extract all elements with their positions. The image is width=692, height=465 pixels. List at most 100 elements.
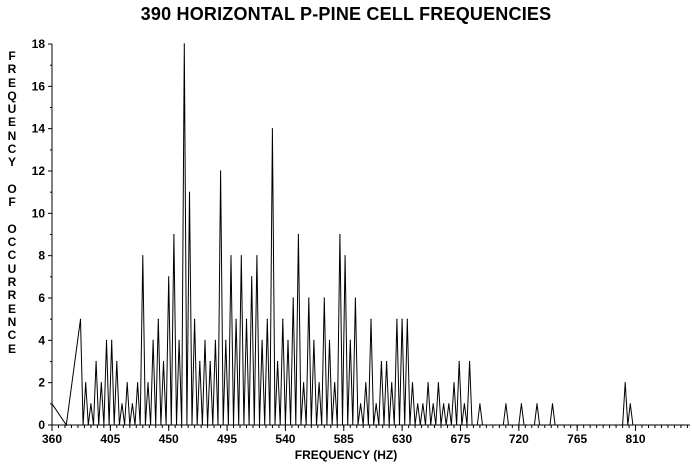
data-point bbox=[520, 403, 523, 405]
data-point bbox=[297, 233, 299, 236]
data-point bbox=[282, 318, 284, 320]
data-point bbox=[463, 403, 465, 405]
data-point bbox=[199, 360, 201, 363]
data-point bbox=[551, 403, 554, 405]
data-point bbox=[365, 382, 367, 384]
data-point bbox=[479, 403, 481, 405]
x-tick-label: 495 bbox=[217, 432, 237, 446]
data-point bbox=[225, 339, 227, 341]
data-point bbox=[526, 424, 528, 426]
data-point bbox=[375, 403, 377, 405]
data-point bbox=[178, 339, 180, 341]
data-point bbox=[380, 360, 382, 363]
data-point bbox=[157, 318, 159, 320]
data-point bbox=[142, 255, 144, 257]
data-point bbox=[432, 403, 434, 405]
data-point bbox=[422, 403, 424, 405]
data-point bbox=[588, 424, 590, 426]
data-point bbox=[634, 424, 637, 426]
x-tick-label: 450 bbox=[159, 432, 179, 446]
data-point bbox=[645, 424, 647, 426]
data-point bbox=[557, 424, 559, 426]
data-point bbox=[598, 424, 600, 426]
data-point bbox=[168, 276, 170, 278]
data-point bbox=[204, 339, 206, 341]
series-marks bbox=[51, 43, 683, 427]
data-point bbox=[194, 318, 196, 320]
data-point bbox=[583, 424, 585, 426]
data-point bbox=[230, 255, 232, 257]
data-point bbox=[411, 382, 414, 384]
data-point bbox=[126, 382, 128, 384]
x-tick-label: 630 bbox=[392, 432, 412, 446]
data-point bbox=[515, 424, 517, 426]
data-point bbox=[137, 382, 139, 384]
x-tick-label: 585 bbox=[334, 432, 354, 446]
y-tick-label: 14 bbox=[32, 122, 46, 136]
y-tick-label: 0 bbox=[38, 418, 45, 432]
x-axis-label: FREQUENCY (HZ) bbox=[294, 448, 398, 462]
y-tick-label: 4 bbox=[38, 333, 45, 347]
data-point bbox=[354, 297, 356, 299]
data-point bbox=[401, 318, 403, 320]
data-point bbox=[131, 403, 133, 405]
data-point bbox=[443, 403, 445, 405]
data-point bbox=[147, 382, 149, 384]
data-point bbox=[266, 318, 268, 320]
data-point bbox=[629, 403, 631, 405]
data-point bbox=[277, 360, 279, 363]
data-point bbox=[360, 403, 362, 405]
data-point bbox=[344, 255, 346, 257]
data-point bbox=[251, 276, 253, 278]
data-point bbox=[536, 403, 538, 405]
data-point bbox=[500, 424, 502, 426]
data-point bbox=[510, 424, 512, 426]
data-point bbox=[105, 339, 108, 341]
data-point bbox=[417, 403, 419, 405]
data-point bbox=[640, 424, 642, 426]
data-point bbox=[303, 382, 305, 384]
x-tick-label: 675 bbox=[450, 432, 470, 446]
data-point bbox=[494, 424, 497, 426]
data-point bbox=[240, 255, 242, 257]
data-point bbox=[562, 424, 564, 426]
chart-title: 390 HORIZONTAL P-PINE CELL FREQUENCIES bbox=[140, 4, 552, 24]
data-point bbox=[671, 424, 673, 426]
data-point bbox=[458, 360, 460, 363]
data-point bbox=[619, 424, 621, 426]
x-tick-label: 360 bbox=[42, 432, 62, 446]
data-point bbox=[214, 339, 216, 341]
y-tick-label: 18 bbox=[32, 37, 46, 51]
y-tick-label: 6 bbox=[38, 291, 45, 305]
data-point bbox=[489, 424, 491, 426]
data-point bbox=[676, 424, 678, 426]
y-tick-label: 16 bbox=[32, 79, 46, 93]
data-point bbox=[541, 424, 543, 426]
data-point bbox=[505, 403, 507, 405]
data-point bbox=[567, 424, 569, 426]
data-point bbox=[235, 318, 237, 320]
data-point bbox=[318, 382, 320, 384]
data-point bbox=[188, 191, 191, 193]
y-tick-label: 8 bbox=[38, 249, 45, 263]
data-point bbox=[650, 424, 652, 426]
data-point bbox=[100, 382, 102, 384]
data-point bbox=[183, 43, 185, 45]
x-tick-label: 765 bbox=[567, 432, 587, 446]
data-point bbox=[271, 128, 273, 130]
data-point bbox=[209, 360, 211, 363]
data-point bbox=[220, 170, 222, 172]
data-point bbox=[173, 233, 175, 236]
data-point bbox=[427, 382, 429, 384]
data-point bbox=[152, 339, 154, 341]
x-tick-label: 540 bbox=[275, 432, 295, 446]
data-point bbox=[292, 297, 294, 299]
data-point bbox=[339, 233, 341, 236]
data-point bbox=[614, 424, 616, 426]
data-point bbox=[323, 297, 325, 299]
frequency-line bbox=[51, 43, 683, 427]
data-point bbox=[256, 255, 258, 257]
data-point bbox=[681, 424, 683, 426]
data-point bbox=[370, 318, 372, 320]
